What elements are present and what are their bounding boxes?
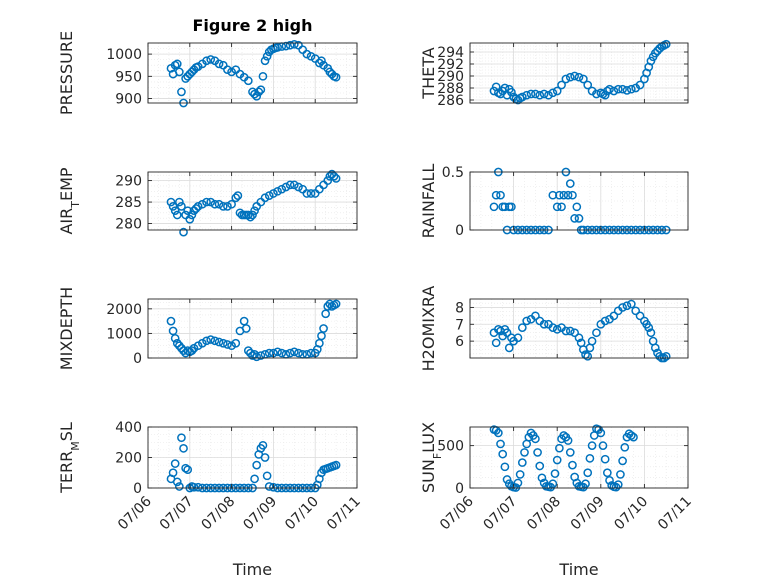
y-tick-label: 280	[115, 217, 142, 233]
data-point	[519, 324, 526, 331]
data-point	[628, 300, 635, 307]
y-axis-label: RAINFALL	[419, 164, 438, 239]
y-axis-label: H2OMIXRA	[419, 286, 438, 372]
data-point	[501, 463, 508, 470]
series-rainfall	[490, 168, 669, 233]
data-point	[320, 325, 327, 332]
x-tick-label: 07/06	[437, 493, 477, 533]
y-axis-label: AIRTEMP	[57, 167, 82, 234]
data-point	[567, 327, 574, 334]
series-h2omixra	[490, 300, 669, 361]
y-tick-label: 500	[437, 439, 464, 455]
y-axis-label: MIXDEPTH	[57, 287, 76, 370]
y-axis-label: TERRMSL	[57, 422, 82, 494]
data-point	[567, 180, 574, 187]
data-point	[172, 460, 179, 467]
data-point	[517, 471, 524, 478]
data-point	[536, 462, 543, 469]
y-tick-label: 0	[455, 481, 464, 497]
y-tick-label: 900	[115, 92, 142, 108]
subplot-air_temp: 280 285 290 AIRTEMP	[57, 167, 357, 236]
data-point	[497, 440, 504, 447]
data-point	[584, 469, 591, 476]
x-tick-label: 07/11	[324, 494, 364, 534]
y-tick-label: 0	[133, 481, 142, 497]
y-tick-label: 294	[437, 45, 464, 61]
data-point	[180, 445, 187, 452]
y-tick-label: 0	[133, 351, 142, 367]
y-tick-label: 200	[115, 451, 142, 467]
x-tick-label: 07/07	[157, 494, 197, 534]
data-point	[184, 466, 191, 473]
subplot-pressure: 900 950 1000 PRESSURE Figure 2 high	[57, 16, 357, 115]
y-axis-label: SUNFLUX	[419, 422, 444, 493]
data-point	[621, 444, 628, 451]
y-tick-label: 8	[455, 300, 464, 316]
data-point	[261, 57, 268, 64]
data-point	[523, 317, 530, 324]
data-point	[497, 192, 504, 199]
data-point	[569, 192, 576, 199]
data-point	[604, 469, 611, 476]
y-tick-label: 0	[455, 223, 464, 239]
y-axis-label: THETA	[419, 47, 438, 99]
subplot-h2omixra: 678 H2OMIXRA	[419, 286, 688, 372]
y-tick-label: 2000	[106, 302, 142, 318]
data-point	[606, 86, 613, 93]
y-tick-label: 0.5	[442, 165, 464, 181]
y-tick-label: 1000	[106, 47, 142, 63]
x-tick-label: 07/08	[524, 494, 564, 534]
y-tick-label: 950	[115, 69, 142, 85]
data-point	[573, 203, 580, 210]
data-point	[490, 203, 497, 210]
y-tick-label: 1000	[106, 326, 142, 342]
data-point	[602, 456, 609, 463]
x-axis-label: Time	[232, 560, 272, 579]
data-point	[617, 471, 624, 478]
data-point	[567, 449, 574, 456]
subplot-terr_msl: 0 200 400 TERRMSL 07/06 07/07 07/08 07/09 07/10 0…	[57, 420, 364, 579]
data-point	[243, 325, 250, 332]
x-tick-label: 07/10	[611, 494, 651, 534]
x-tick-label: 07/10	[282, 494, 322, 534]
y-axis-label: PRESSURE	[57, 31, 76, 115]
y-tick-label: 400	[115, 420, 142, 436]
series-theta	[490, 41, 669, 104]
subplot-rainfall: 0 0.5RAINFALL	[419, 164, 688, 239]
data-point	[316, 186, 323, 193]
data-point	[493, 339, 500, 346]
data-point	[251, 475, 258, 482]
subplot-mixdepth: 0 1000 2000 MIXDEPTH	[57, 287, 357, 370]
y-tick-label: 7	[455, 317, 464, 333]
data-point	[299, 46, 306, 53]
data-point	[519, 459, 526, 466]
y-tick-label: 6	[455, 334, 464, 350]
figure-canvas: 900 950 1000 PRESSURE Figure 2 high 286288290…	[0, 0, 778, 583]
x-tick-label: 07/11	[655, 494, 695, 534]
y-tick-label: 285	[115, 195, 142, 211]
x-tick-label: 07/07	[481, 494, 521, 534]
figure-title: Figure 2 high	[193, 16, 313, 35]
data-point	[569, 462, 576, 469]
data-point	[174, 60, 181, 67]
data-point	[167, 318, 174, 325]
series-mixdepth	[167, 300, 339, 360]
data-point	[178, 434, 185, 441]
x-axis-label: Time	[558, 560, 598, 579]
x-tick-label: 07/08	[199, 494, 239, 534]
data-point	[178, 88, 185, 95]
x-tick-label: 07/09	[240, 494, 280, 534]
data-point	[558, 203, 565, 210]
data-point	[534, 449, 541, 456]
series-terr_msl	[167, 434, 339, 492]
data-point	[176, 68, 183, 75]
x-tick-label: 07/09	[568, 494, 608, 534]
series-pressure	[167, 41, 339, 107]
y-tick-label: 290	[115, 174, 142, 190]
data-point	[264, 472, 271, 479]
x-tick-label: 07/06	[115, 493, 155, 533]
data-point	[320, 181, 327, 188]
